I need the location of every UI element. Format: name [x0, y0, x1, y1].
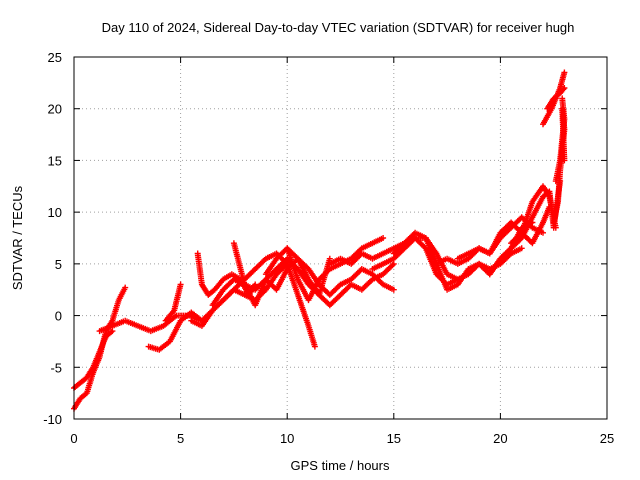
- data-points: [71, 69, 568, 412]
- series-markers: [162, 281, 184, 324]
- x-axis-label: GPS time / hours: [291, 458, 390, 473]
- y-tick-label: 15: [48, 153, 62, 168]
- axis-ticks: 0 5 10 15 20 25 -10 -5 0 5 10 15 20 25: [43, 50, 614, 446]
- x-tick-label: 0: [70, 431, 77, 446]
- y-tick-label: 25: [48, 50, 62, 65]
- y-tick-label: -5: [50, 360, 62, 375]
- y-tick-label: -10: [43, 412, 62, 427]
- series-markers: [544, 85, 568, 112]
- x-tick-label: 10: [280, 431, 294, 446]
- series-markers: [508, 183, 559, 247]
- series-track-19: [544, 85, 568, 112]
- y-tick-label: 0: [55, 309, 62, 324]
- series-track-21: [552, 95, 568, 185]
- series-markers: [454, 214, 546, 262]
- grid-lines: [74, 57, 607, 419]
- series-track-10: [284, 245, 397, 298]
- series-track-6: [188, 260, 318, 350]
- x-tick-label: 5: [177, 431, 184, 446]
- x-tick-label: 15: [387, 431, 401, 446]
- chart-title: Day 110 of 2024, Sidereal Day-to-day VTE…: [102, 20, 575, 35]
- y-axis-label: SDTVAR / TECUs: [10, 185, 25, 290]
- series-track-4: [162, 281, 184, 324]
- series-markers: [188, 260, 318, 350]
- y-tick-label: 10: [48, 205, 62, 220]
- x-tick-label: 20: [493, 431, 507, 446]
- series-track-17: [508, 183, 559, 247]
- plot-frame: [73, 56, 608, 420]
- series-track-15: [454, 214, 546, 262]
- x-tick-label: 25: [600, 431, 614, 446]
- y-tick-label: 5: [55, 257, 62, 272]
- series-markers: [284, 245, 397, 298]
- y-tick-label: 20: [48, 102, 62, 117]
- series-markers: [552, 95, 568, 185]
